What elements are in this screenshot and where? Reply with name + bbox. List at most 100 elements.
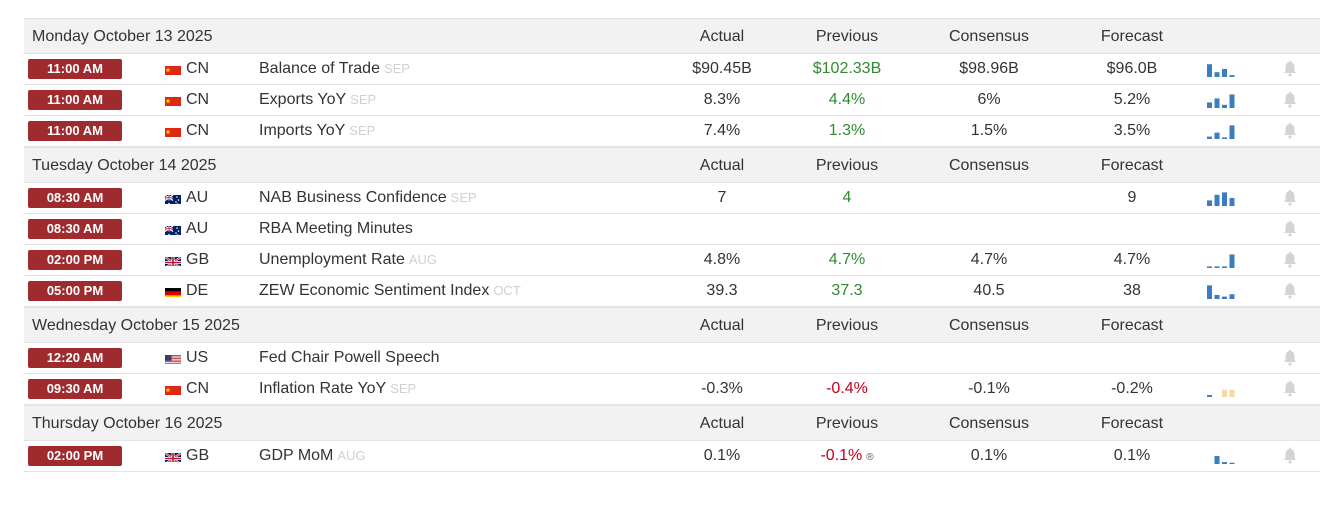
- bell-icon[interactable]: [1282, 91, 1298, 109]
- event-name[interactable]: NAB Business Confidence SEP: [259, 189, 477, 207]
- event-title[interactable]: Fed Chair Powell Speech: [259, 349, 440, 366]
- time-badge: 02:00 PM: [28, 446, 122, 466]
- consensus-value-text: 40.5: [973, 282, 1005, 299]
- event-name[interactable]: ZEW Economic Sentiment Index OCT: [259, 282, 521, 300]
- event-title[interactable]: Balance of Trade: [259, 60, 380, 77]
- event-title[interactable]: ZEW Economic Sentiment Index: [259, 282, 490, 299]
- column-header-consensus: Consensus: [948, 415, 1030, 432]
- day-header: Monday October 13 2025 Actual Previous Cons…: [24, 18, 1320, 54]
- reference-period: AUG: [337, 448, 366, 463]
- bell-icon[interactable]: [1282, 189, 1298, 207]
- actual-value: 8.3%: [704, 91, 740, 109]
- time-badge: 11:00 AM: [28, 90, 122, 110]
- sparkline-chart[interactable]: [1206, 380, 1238, 398]
- event-title[interactable]: Unemployment Rate: [259, 251, 405, 268]
- actual-value-text: -0.3%: [701, 380, 743, 397]
- event-row[interactable]: 08:30 AM AU NAB Business Confidence SEP 7 4 9: [24, 183, 1320, 214]
- sparkline-bar: [1229, 198, 1235, 206]
- event-title[interactable]: Exports YoY: [259, 91, 347, 108]
- sparkline-bar: [1222, 69, 1227, 77]
- event-name[interactable]: Fed Chair Powell Speech: [259, 349, 440, 367]
- actual-value-text: 4.8%: [703, 251, 741, 268]
- sparkline-chart[interactable]: [1206, 282, 1238, 300]
- sparkline-bar: [1207, 266, 1212, 268]
- forecast-value-text: $96.0B: [1106, 60, 1158, 77]
- event-name[interactable]: GDP MoM AUG: [259, 447, 366, 465]
- event-row[interactable]: 02:00 PM GB GDP MoM AUG 0.1% -0.1% ® 0.1% 0.1%: [24, 441, 1320, 472]
- event-title[interactable]: NAB Business Confidence: [259, 189, 447, 206]
- event-name[interactable]: Balance of Trade SEP: [259, 60, 410, 78]
- previous-value: -0.1% ®: [820, 447, 873, 465]
- sparkline-chart[interactable]: [1206, 189, 1238, 207]
- event-row[interactable]: 11:00 AM CN Exports YoY SEP 8.3% 4.4% 6% 5.2%: [24, 85, 1320, 116]
- column-header-actual: Actual: [699, 317, 745, 334]
- event-row[interactable]: 09:30 AM CN Inflation Rate YoY SEP -0.3% -0.4…: [24, 374, 1320, 405]
- actual-value: 39.3: [706, 282, 737, 300]
- event-title[interactable]: RBA Meeting Minutes: [259, 220, 413, 237]
- event-name[interactable]: RBA Meeting Minutes: [259, 220, 413, 238]
- event-name[interactable]: Unemployment Rate AUG: [259, 251, 437, 269]
- sparkline-bar: [1222, 296, 1227, 299]
- reference-period: SEP: [383, 61, 410, 76]
- actual-value-text: 8.3%: [703, 91, 741, 108]
- event-name[interactable]: Inflation Rate YoY SEP: [259, 380, 416, 398]
- event-name[interactable]: Imports YoY SEP: [259, 122, 375, 140]
- sparkline-chart[interactable]: [1206, 251, 1238, 269]
- forecast-value-text: 4.7%: [1113, 251, 1151, 268]
- gb-flag-icon: [165, 451, 181, 462]
- actual-value-text: $90.45B: [692, 60, 752, 77]
- sparkline-bar: [1207, 285, 1212, 299]
- sparkline-bar: [1207, 136, 1212, 139]
- actual-value-text: 39.3: [706, 282, 738, 299]
- consensus-value-text: 4.7%: [970, 251, 1008, 268]
- au-flag-icon: [165, 193, 181, 204]
- event-row[interactable]: 05:00 PM DE ZEW Economic Sentiment Index OC…: [24, 276, 1320, 307]
- bell-icon[interactable]: [1282, 220, 1298, 238]
- previous-value-text: 4.7%: [828, 251, 866, 268]
- time-badge: 08:30 AM: [28, 188, 122, 208]
- country-code: AU: [186, 189, 209, 206]
- event-row[interactable]: 11:00 AM CN Imports YoY SEP 7.4% 1.3% 1.5% 3.5%: [24, 116, 1320, 147]
- bell-icon[interactable]: [1282, 447, 1298, 465]
- forecast-value: 3.5%: [1114, 122, 1150, 140]
- event-row[interactable]: 02:00 PM GB Unemployment Rate AUG 4.8% 4.7% 4.…: [24, 245, 1320, 276]
- forecast-value-text: 38: [1123, 282, 1141, 299]
- event-row[interactable]: 08:30 AM AU RBA Meeting Minutes: [24, 214, 1320, 245]
- column-header-consensus: Consensus: [948, 317, 1030, 334]
- column-header-previous: Previous: [815, 157, 879, 174]
- consensus-value: 0.1%: [971, 447, 1007, 465]
- sparkline-chart[interactable]: [1206, 447, 1238, 465]
- sparkline-bar: [1222, 389, 1227, 397]
- actual-value: 7: [718, 189, 727, 207]
- consensus-value: 6%: [977, 91, 1000, 109]
- event-title[interactable]: GDP MoM: [259, 447, 334, 464]
- actual-value: $90.45B: [692, 60, 752, 78]
- forecast-value: $96.0B: [1107, 60, 1158, 78]
- bell-icon[interactable]: [1282, 282, 1298, 300]
- forecast-value: 38: [1123, 282, 1141, 300]
- bell-icon[interactable]: [1282, 60, 1298, 78]
- event-row[interactable]: 11:00 AM CN Balance of Trade SEP $90.45B $102…: [24, 54, 1320, 85]
- column-header-previous: Previous: [815, 317, 879, 334]
- bell-icon[interactable]: [1282, 251, 1298, 269]
- sparkline-chart[interactable]: [1206, 60, 1238, 78]
- event-title[interactable]: Inflation Rate YoY: [259, 380, 387, 397]
- forecast-value: 4.7%: [1114, 251, 1150, 269]
- sparkline-chart[interactable]: [1206, 122, 1238, 140]
- event-title[interactable]: Imports YoY: [259, 122, 346, 139]
- previous-value-text: 4: [842, 189, 852, 206]
- event-name[interactable]: Exports YoY SEP: [259, 91, 376, 109]
- bell-icon[interactable]: [1282, 122, 1298, 140]
- consensus-value: 40.5: [973, 282, 1004, 300]
- event-row[interactable]: 12:20 AM US Fed Chair Powell Speech: [24, 343, 1320, 374]
- column-header-previous: Previous: [815, 415, 879, 432]
- column-header-forecast: Forecast: [1100, 415, 1164, 432]
- sparkline-bar: [1207, 200, 1212, 206]
- bell-icon[interactable]: [1282, 349, 1298, 367]
- sparkline-bar: [1214, 72, 1220, 77]
- sparkline-bar: [1207, 102, 1212, 108]
- country-code: CN: [186, 91, 210, 108]
- bell-icon[interactable]: [1282, 380, 1298, 398]
- previous-value-text: 37.3: [831, 282, 863, 299]
- sparkline-chart[interactable]: [1206, 91, 1238, 109]
